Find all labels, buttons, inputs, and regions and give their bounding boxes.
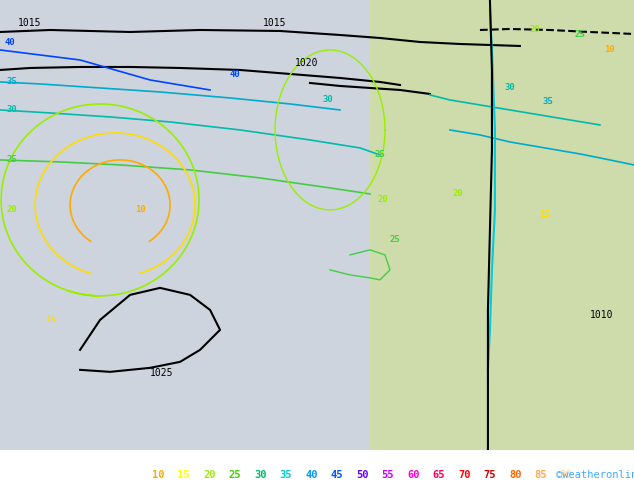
Text: ©weatheronline.co.uk: ©weatheronline.co.uk [556,470,634,480]
Text: Surface pressure [hPa] ECMWF: Surface pressure [hPa] ECMWF [4,452,179,462]
Text: 60: 60 [407,470,420,480]
Text: 25: 25 [375,150,385,159]
Text: 25: 25 [7,155,18,165]
Text: 20: 20 [453,190,463,198]
Text: 65: 65 [432,470,445,480]
Text: 1015: 1015 [263,18,287,28]
Text: Fr 31-05-2024 06:00 UTC (06+96): Fr 31-05-2024 06:00 UTC (06+96) [436,452,630,462]
Text: 30: 30 [254,470,266,480]
Text: 30: 30 [7,105,18,115]
Text: 85: 85 [534,470,547,480]
Text: 35: 35 [7,77,18,86]
Text: 25: 25 [228,470,241,480]
Text: 20: 20 [203,470,216,480]
Text: 1010: 1010 [590,310,613,320]
Text: 10: 10 [134,205,145,215]
Text: 1015: 1015 [18,18,42,28]
Text: 15: 15 [540,210,550,220]
Text: 25: 25 [574,30,585,40]
Text: 35: 35 [543,98,553,106]
Bar [0,0,370,450]
Text: 45: 45 [330,470,343,480]
Text: 50: 50 [356,470,368,480]
Text: 30: 30 [323,96,333,104]
Text: 35: 35 [280,470,292,480]
Text: 80: 80 [509,470,522,480]
Text: 90: 90 [560,470,573,480]
Text: 1020: 1020 [295,58,318,68]
Text: 25: 25 [390,235,400,245]
Text: 20: 20 [378,196,389,204]
Text: 15: 15 [178,470,190,480]
Text: 10: 10 [152,470,164,480]
Bar [370,0,634,450]
Text: 30: 30 [505,83,515,93]
Text: 75: 75 [484,470,496,480]
Text: 15: 15 [45,316,56,324]
Text: 1025: 1025 [150,368,174,378]
Text: 40: 40 [230,71,240,79]
Text: 40: 40 [305,470,318,480]
Text: 55: 55 [382,470,394,480]
Text: 70: 70 [458,470,470,480]
Text: 20: 20 [529,25,540,34]
Text: Isotachs 10m (km/h): Isotachs 10m (km/h) [4,470,123,480]
Text: 10: 10 [604,46,615,54]
Text: 40: 40 [4,39,15,48]
Text: 20: 20 [7,205,18,215]
